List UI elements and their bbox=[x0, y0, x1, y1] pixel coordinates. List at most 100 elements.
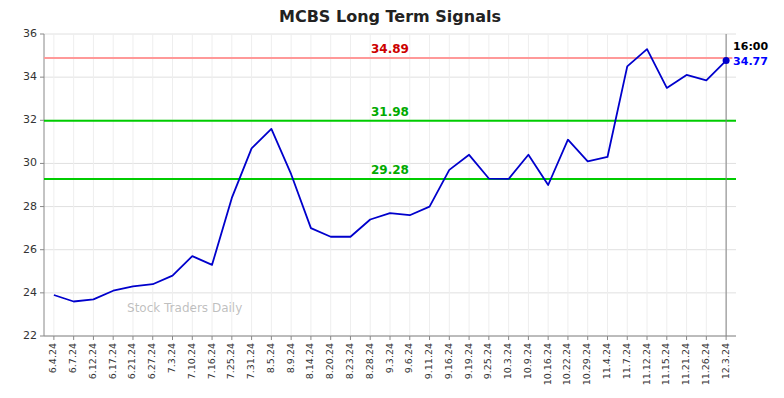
x-tick bbox=[548, 336, 549, 340]
grid-line-x bbox=[192, 34, 193, 336]
x-tick bbox=[192, 336, 193, 340]
axes: 22242628303234366.4.246.7.246.12.246.17.… bbox=[23, 27, 736, 385]
x-tick bbox=[212, 336, 213, 340]
grid-line-x bbox=[686, 34, 687, 336]
background bbox=[0, 0, 784, 398]
grid-line-x bbox=[172, 34, 173, 336]
grid-line-x bbox=[488, 34, 489, 336]
y-tick bbox=[40, 34, 44, 35]
grid-line-x bbox=[73, 34, 74, 336]
last-price-label: 34.77 bbox=[733, 55, 768, 68]
grid-line-x bbox=[291, 34, 292, 336]
grid-line-x bbox=[587, 34, 588, 336]
x-tick-label: 6.12.24 bbox=[87, 343, 98, 379]
grid-line-x bbox=[370, 34, 371, 336]
y-tick bbox=[40, 249, 44, 250]
x-tick bbox=[488, 336, 489, 340]
grid-line-x bbox=[53, 34, 54, 336]
grid-line-x bbox=[607, 34, 608, 336]
x-tick-label: 7.3.24 bbox=[166, 343, 177, 373]
x-tick-label: 7.31.24 bbox=[245, 343, 256, 379]
y-tick-label: 36 bbox=[23, 27, 37, 40]
grid-line-x bbox=[212, 34, 213, 336]
grid-line-x bbox=[152, 34, 153, 336]
x-tick-label: 7.25.24 bbox=[225, 343, 236, 379]
grid-line-x bbox=[409, 34, 410, 336]
y-tick-label: 30 bbox=[23, 156, 37, 169]
x-tick bbox=[291, 336, 292, 340]
y-tick-label: 34 bbox=[23, 70, 37, 83]
grid-line-x bbox=[726, 34, 727, 336]
x-tick-label: 9.6.24 bbox=[403, 343, 414, 373]
x-tick-label: 9.19.24 bbox=[463, 343, 474, 379]
y-tick-label: 28 bbox=[23, 200, 37, 213]
x-tick-label: 6.27.24 bbox=[146, 343, 157, 379]
x-tick-label: 11.15.24 bbox=[660, 343, 671, 385]
grid-line-x bbox=[132, 34, 133, 336]
x-tick-label: 8.28.24 bbox=[364, 343, 375, 379]
x-tick bbox=[449, 336, 450, 340]
x-tick-label: 8.5.24 bbox=[265, 343, 276, 373]
x-tick bbox=[429, 336, 430, 340]
x-tick bbox=[73, 336, 74, 340]
grid bbox=[44, 34, 736, 336]
x-tick bbox=[93, 336, 94, 340]
title: MCBS Long Term Signals bbox=[279, 7, 501, 26]
x-tick bbox=[469, 336, 470, 340]
x-tick bbox=[528, 336, 529, 340]
grid-line-x bbox=[93, 34, 94, 336]
grid-line-x bbox=[469, 34, 470, 336]
x-tick bbox=[726, 336, 727, 340]
x-tick bbox=[686, 336, 687, 340]
y-tick-label: 24 bbox=[23, 286, 37, 299]
grid-line-x bbox=[251, 34, 252, 336]
y-tick bbox=[40, 120, 44, 121]
x-tick-label: 7.16.24 bbox=[206, 343, 217, 379]
x-tick-label: 10.29.24 bbox=[581, 343, 592, 385]
x-tick-label: 8.20.24 bbox=[324, 343, 335, 379]
x-tick bbox=[152, 336, 153, 340]
x-tick bbox=[647, 336, 648, 340]
x-tick bbox=[706, 336, 707, 340]
annotation-texts: 34.8931.9829.2816:0034.77 bbox=[371, 40, 768, 177]
x-tick-label: 9.16.24 bbox=[443, 343, 454, 379]
x-tick bbox=[172, 336, 173, 340]
reference-line bbox=[44, 178, 736, 180]
last-point-line bbox=[726, 34, 727, 336]
y-tick bbox=[40, 336, 44, 337]
y-tick bbox=[40, 292, 44, 293]
x-tick-label: 9.3.24 bbox=[384, 343, 395, 373]
reference-label: 29.28 bbox=[371, 163, 409, 177]
x-tick bbox=[508, 336, 509, 340]
x-tick-label: 6.7.24 bbox=[67, 343, 78, 373]
x-tick-label: 10.22.24 bbox=[561, 343, 572, 385]
x-tick-label: 11.12.24 bbox=[641, 343, 652, 385]
reference-label: 31.98 bbox=[371, 105, 409, 119]
grid-line-x bbox=[429, 34, 430, 336]
x-tick bbox=[113, 336, 114, 340]
x-tick bbox=[330, 336, 331, 340]
x-tick-label: 6.17.24 bbox=[107, 343, 118, 379]
grid-line-x bbox=[390, 34, 391, 336]
grid-line-x bbox=[449, 34, 450, 336]
y-tick bbox=[40, 163, 44, 164]
x-tick bbox=[271, 336, 272, 340]
x-tick-label: 10.16.24 bbox=[542, 343, 553, 385]
x-tick-label: 10.3.24 bbox=[502, 343, 513, 379]
y-tick-label: 26 bbox=[23, 243, 37, 256]
x-tick bbox=[627, 336, 628, 340]
price-line bbox=[54, 49, 726, 301]
last-time-label: 16:00 bbox=[733, 40, 768, 53]
x-tick-label: 11.4.24 bbox=[601, 343, 612, 379]
x-tick-label: 8.14.24 bbox=[304, 343, 315, 379]
grid-line-y bbox=[44, 120, 736, 121]
x-tick bbox=[587, 336, 588, 340]
grid-line-x bbox=[528, 34, 529, 336]
grid-line-x bbox=[567, 34, 568, 336]
watermark: Stock Traders Daily bbox=[127, 301, 242, 315]
x-tick bbox=[370, 336, 371, 340]
grid-line-x bbox=[508, 34, 509, 336]
x-tick bbox=[251, 336, 252, 340]
y-tick bbox=[40, 77, 44, 78]
x-tick-label: 11.26.24 bbox=[700, 343, 711, 385]
